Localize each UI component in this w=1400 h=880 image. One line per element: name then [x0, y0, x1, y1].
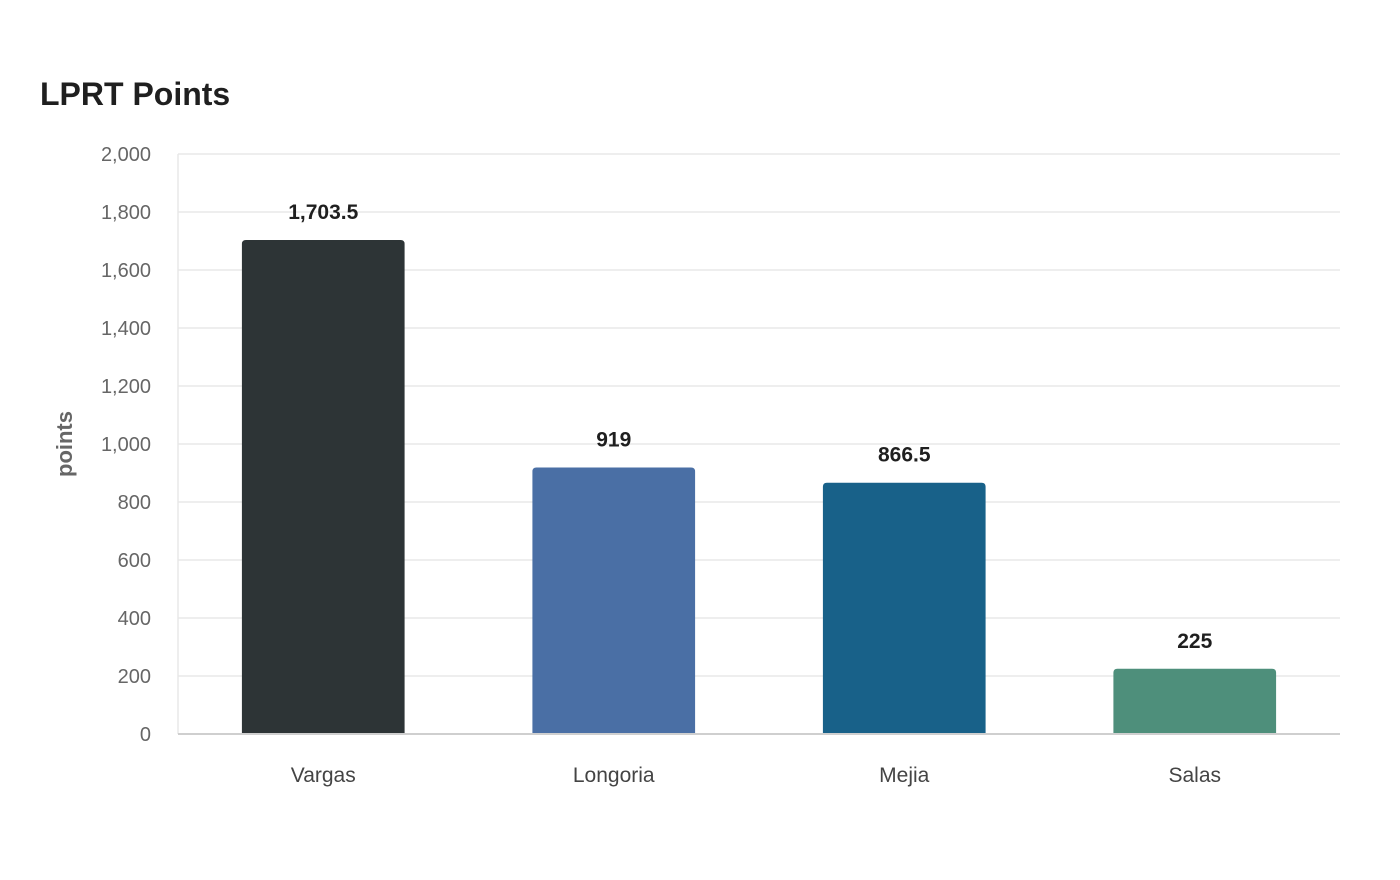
x-tick-label-salas: Salas [1168, 764, 1221, 787]
y-tick-label: 600 [118, 550, 151, 572]
x-tick-label-mejia: Mejia [879, 764, 930, 787]
x-tick-label-vargas: Vargas [291, 764, 356, 787]
axes [177, 154, 1340, 735]
labels: 0 200 400 600 800 1,000 1,200 1,400 1,600 1,800 2,… [101, 144, 1221, 787]
data-label-longoria: 919 [596, 428, 631, 451]
bar-salas [1113, 668, 1277, 734]
bar-mejia [822, 482, 986, 734]
y-tick-label: 1,400 [101, 318, 151, 340]
y-tick-label: 1,000 [101, 434, 151, 456]
y-tick-label: 1,600 [101, 260, 151, 282]
y-tick-label: 0 [140, 724, 151, 746]
data-label-salas: 225 [1177, 630, 1212, 653]
y-tick-label: 200 [118, 666, 151, 688]
y-axis-label: points [52, 411, 77, 477]
y-tick-label: 400 [118, 608, 151, 630]
y-tick-label: 2,000 [101, 144, 151, 166]
bar-vargas [241, 239, 405, 735]
chart-title: LPRT Points [40, 76, 231, 112]
y-tick-label: 800 [118, 492, 151, 514]
data-label-mejia: 866.5 [878, 444, 931, 467]
y-tick-label: 1,200 [101, 376, 151, 398]
y-tick-label: 1,800 [101, 202, 151, 224]
bars [241, 239, 1277, 735]
x-tick-label-longoria: Longoria [573, 764, 655, 787]
data-label-vargas: 1,703.5 [288, 201, 358, 224]
bar-longoria [532, 467, 696, 734]
